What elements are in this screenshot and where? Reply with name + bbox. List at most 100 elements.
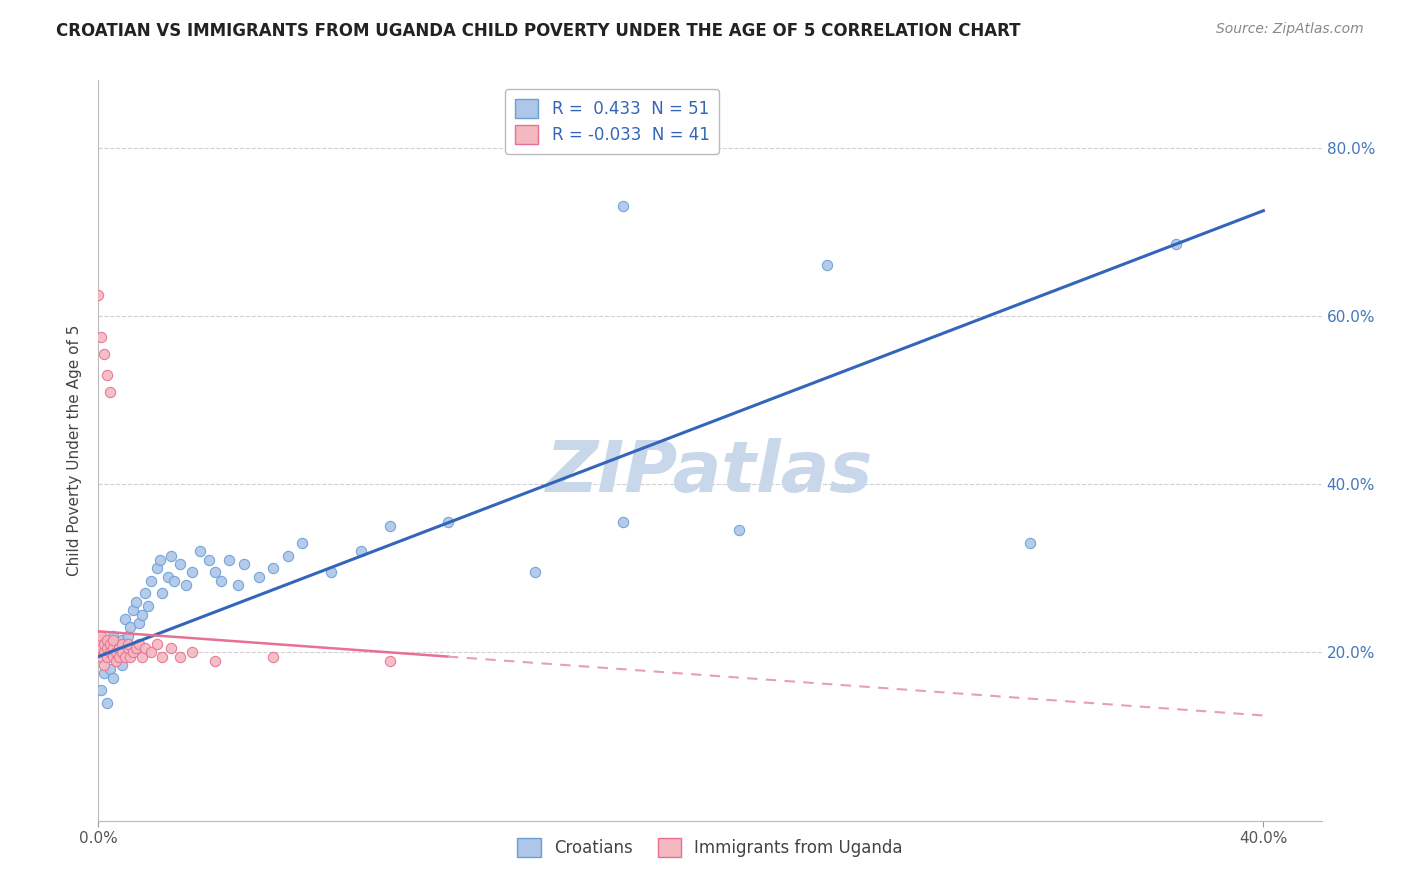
Point [291, 536, 314, 550]
Point [524, 566, 547, 580]
Point [101, 628, 124, 642]
Point [134, 641, 156, 656]
Point [111, 658, 134, 673]
Point [145, 637, 167, 651]
Point [125, 641, 148, 656]
Point [134, 586, 156, 600]
Point [120, 620, 142, 634]
Point [93, 658, 115, 673]
Point [437, 515, 460, 529]
Point [149, 553, 172, 567]
Point [233, 557, 256, 571]
Point [96, 649, 118, 664]
Point [111, 645, 134, 659]
Point [321, 566, 343, 580]
Point [198, 553, 221, 567]
Point [152, 649, 174, 664]
Text: Source: ZipAtlas.com: Source: ZipAtlas.com [1216, 22, 1364, 37]
Point [90, 628, 112, 642]
Point [108, 641, 131, 656]
Point [152, 586, 174, 600]
Point [122, 603, 145, 617]
Point [114, 649, 136, 664]
Point [378, 654, 401, 668]
Point [262, 561, 284, 575]
Point [145, 561, 167, 575]
Point [98, 662, 121, 676]
Point [169, 649, 191, 664]
Point [174, 578, 197, 592]
Point [204, 654, 226, 668]
Point [90, 330, 112, 344]
Point [728, 524, 751, 538]
Point [117, 641, 139, 656]
Point [93, 347, 115, 361]
Point [104, 654, 127, 668]
Point [104, 649, 127, 664]
Point [90, 641, 112, 656]
Point [117, 641, 139, 656]
Point [101, 649, 124, 664]
Point [218, 553, 240, 567]
Point [98, 384, 121, 399]
Point [90, 632, 112, 647]
Point [204, 566, 226, 580]
Point [612, 515, 634, 529]
Point [120, 649, 142, 664]
Point [96, 696, 118, 710]
Point [101, 641, 124, 656]
Y-axis label: Child Poverty Under the Age of 5: Child Poverty Under the Age of 5 [67, 325, 83, 576]
Point [96, 368, 118, 382]
Point [108, 645, 131, 659]
Point [101, 632, 124, 647]
Point [157, 569, 180, 583]
Point [87, 288, 110, 302]
Point [131, 607, 153, 622]
Point [139, 645, 162, 659]
Point [163, 574, 186, 588]
Point [815, 258, 838, 272]
Point [87, 645, 110, 659]
Point [101, 671, 124, 685]
Point [96, 632, 118, 647]
Point [114, 612, 136, 626]
Point [125, 595, 148, 609]
Point [1164, 237, 1187, 252]
Point [111, 637, 134, 651]
Point [111, 632, 134, 647]
Point [122, 645, 145, 659]
Point [160, 549, 183, 563]
Point [349, 544, 371, 558]
Point [209, 574, 232, 588]
Point [98, 637, 121, 651]
Text: CROATIAN VS IMMIGRANTS FROM UGANDA CHILD POVERTY UNDER THE AGE OF 5 CORRELATION : CROATIAN VS IMMIGRANTS FROM UGANDA CHILD… [56, 22, 1021, 40]
Point [247, 569, 270, 583]
Point [180, 566, 202, 580]
Point [128, 615, 150, 630]
Text: ZIPatlas: ZIPatlas [547, 438, 873, 508]
Point [612, 199, 634, 213]
Point [96, 641, 118, 656]
Point [378, 519, 401, 533]
Legend: Croatians, Immigrants from Uganda: Croatians, Immigrants from Uganda [510, 831, 910, 864]
Point [169, 557, 191, 571]
Point [262, 649, 284, 664]
Point [139, 574, 162, 588]
Point [98, 645, 121, 659]
Point [93, 637, 115, 651]
Point [93, 666, 115, 681]
Point [188, 544, 212, 558]
Point [93, 645, 115, 659]
Point [90, 683, 112, 698]
Point [277, 549, 299, 563]
Point [117, 628, 139, 642]
Point [131, 649, 153, 664]
Point [117, 637, 139, 651]
Point [160, 641, 183, 656]
Point [1019, 536, 1042, 550]
Point [226, 578, 249, 592]
Point [128, 637, 150, 651]
Point [90, 649, 112, 664]
Point [180, 645, 202, 659]
Point [108, 649, 131, 664]
